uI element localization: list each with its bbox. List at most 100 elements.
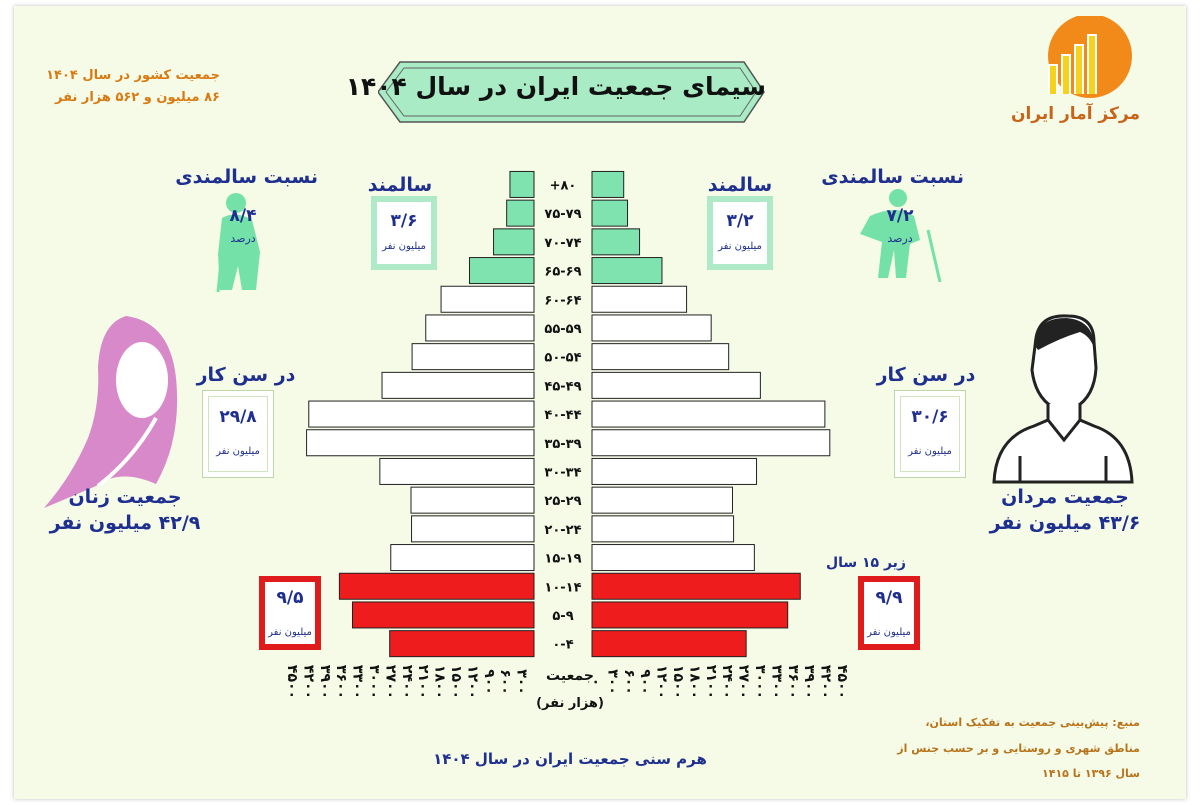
age-group-label: ۶۵-۶۹ xyxy=(544,265,581,280)
bar-men-14 xyxy=(591,228,641,256)
bar-women-9 xyxy=(381,371,535,399)
source-line3: سال ۱۳۹۶ تا ۱۴۱۵ xyxy=(1042,767,1140,780)
women-elderly-unit: میلیون نفر xyxy=(382,241,426,252)
men-working-label: در سن کار xyxy=(876,364,976,386)
woman-hijab-icon xyxy=(44,316,178,508)
age-group-label: ۵-۹ xyxy=(552,609,573,624)
bar-men-16 xyxy=(591,170,625,198)
bar-women-1 xyxy=(352,601,535,629)
women-working-unit: میلیون نفر xyxy=(216,446,260,457)
x-tick-label: ۰ xyxy=(588,678,604,687)
x-tick-label: ۴۲۰۰ xyxy=(818,665,834,699)
age-group-label: ۳۰-۳۴ xyxy=(544,465,581,480)
age-group-label: ۱۰-۱۴ xyxy=(544,580,581,595)
chart-caption: هرم سنی جمعیت ایران در سال ۱۴۰۴ xyxy=(433,750,707,768)
age-group-label: ۲۵-۲۹ xyxy=(544,494,581,509)
bar-women-6 xyxy=(379,457,535,485)
x-tick-label: ۳۰۰۰ xyxy=(752,665,768,699)
x-tick-label: ۱۲۰۰ xyxy=(464,665,480,699)
men-working-value: ۳۰/۶ xyxy=(911,407,949,427)
age-group-label: ۳۵-۳۹ xyxy=(544,437,581,452)
men-under15-unit: میلیون نفر xyxy=(867,627,911,638)
bar-women-12 xyxy=(440,285,535,313)
women-elderly-ratio-unit: درصد xyxy=(230,232,256,245)
bar-men-5 xyxy=(591,486,733,514)
bar-men-4 xyxy=(591,515,735,543)
x-tick-label: ۳۳۰۰ xyxy=(350,665,366,699)
bar-men-12 xyxy=(591,285,688,313)
women-elderly-ratio-value: ۸/۴ xyxy=(229,206,257,226)
bar-men-3 xyxy=(591,544,755,572)
age-group-label: ۲۰-۲۴ xyxy=(544,523,581,538)
x-tick-label: ۲۱۰۰ xyxy=(703,665,719,699)
men-working-unit: میلیون نفر xyxy=(908,446,952,457)
men-elderly-unit: میلیون نفر xyxy=(718,241,762,252)
x-tick-label: ۱۵۰۰ xyxy=(670,665,686,699)
age-group-label: ۴۰-۴۴ xyxy=(544,408,581,423)
bar-men-2 xyxy=(591,572,801,600)
x-tick-label: ۳۶۰۰ xyxy=(785,665,801,699)
axis-label-line1: جمعیت xyxy=(546,668,594,684)
x-tick-label: ۳۰۰ xyxy=(514,669,530,695)
bar-men-0 xyxy=(591,630,747,658)
women-elderly-ratio-label: نسبت سالمندی xyxy=(175,166,318,188)
bar-women-13 xyxy=(468,257,535,285)
bar-women-8 xyxy=(308,400,535,428)
age-group-label: ۵۰-۵۴ xyxy=(544,351,581,366)
page-title: سیمای جمعیت ایران در سال ۱۴۰۴ xyxy=(345,72,766,101)
x-tick-label: ۳۶۰۰ xyxy=(333,665,349,699)
men-total-value: ۴۳/۶ میلیون نفر xyxy=(989,512,1141,534)
bar-men-9 xyxy=(591,371,761,399)
age-group-label: ۰-۴ xyxy=(552,638,573,653)
women-working-value: ۲۹/۸ xyxy=(219,407,257,427)
bar-women-7 xyxy=(306,429,535,457)
title-plaque xyxy=(378,61,765,123)
women-under15-unit: میلیون نفر xyxy=(268,627,312,638)
x-tick-label: ۲۴۰۰ xyxy=(399,665,415,699)
women-under15-value: ۹/۵ xyxy=(276,588,304,608)
x-tick-label: ۲۷۰۰ xyxy=(736,665,752,699)
age-group-label: +۸۰ xyxy=(550,178,577,193)
x-tick-label: ۲۱۰۰ xyxy=(415,665,431,699)
x-tick-label: ۳۹۰۰ xyxy=(317,665,333,699)
women-total-label: جمعیت زنان xyxy=(68,486,182,508)
age-group-label: ۴۵-۴۹ xyxy=(544,379,581,394)
bar-men-11 xyxy=(591,314,712,342)
axis-label-line2: (هزار نفر) xyxy=(536,696,604,711)
men-elderly-label: سالمند xyxy=(707,174,773,196)
total-population-line2: ۸۶ میلیون و ۵۶۲ هزار نفر xyxy=(55,90,220,105)
bar-women-16 xyxy=(509,170,535,198)
women-elderly-label: سالمند xyxy=(367,174,433,196)
x-tick-label: ۱۸۰۰ xyxy=(686,665,702,699)
age-group-label: ۵۵-۵۹ xyxy=(544,322,581,337)
bar-women-11 xyxy=(425,314,535,342)
women-total-value: ۴۲/۹ میلیون نفر xyxy=(49,512,201,534)
bar-women-2 xyxy=(338,572,535,600)
x-tick-label: ۴۵۰۰ xyxy=(834,665,850,699)
bar-women-14 xyxy=(493,228,535,256)
elderly-man-icon xyxy=(860,189,942,282)
bar-men-6 xyxy=(591,457,758,485)
bar-men-8 xyxy=(591,400,826,428)
x-tick-label: ۴۲۰۰ xyxy=(300,665,316,699)
x-tick-label: ۲۷۰۰ xyxy=(382,665,398,699)
age-group-label: ۱۵-۱۹ xyxy=(544,552,581,567)
men-under15-label: زیر ۱۵ سال xyxy=(825,555,906,571)
source-line2: مناطق شهری و روستایی و بر حسب جنس از xyxy=(897,742,1140,755)
bar-women-15 xyxy=(506,199,535,227)
x-tick-label: ۳۰۰ xyxy=(604,669,620,695)
man-avatar-icon xyxy=(992,314,1134,484)
men-working-box: ۳۰/۶ میلیون نفر xyxy=(894,390,966,478)
x-tick-label: ۴۵۰۰ xyxy=(284,665,300,699)
men-elderly-ratio-unit: درصد xyxy=(887,232,913,245)
x-tick-label: ۱۵۰۰ xyxy=(448,665,464,699)
x-tick-label: ۱۸۰۰ xyxy=(432,665,448,699)
bar-women-0 xyxy=(389,630,535,658)
men-elderly-ratio-label: نسبت سالمندی xyxy=(821,166,964,188)
logo-text: مرکز آمار ایران xyxy=(1010,104,1140,124)
bar-men-7 xyxy=(591,429,831,457)
men-total-label: جمعیت مردان xyxy=(1001,486,1129,508)
men-under15-value: ۹/۹ xyxy=(875,588,903,608)
bar-women-5 xyxy=(410,486,535,514)
